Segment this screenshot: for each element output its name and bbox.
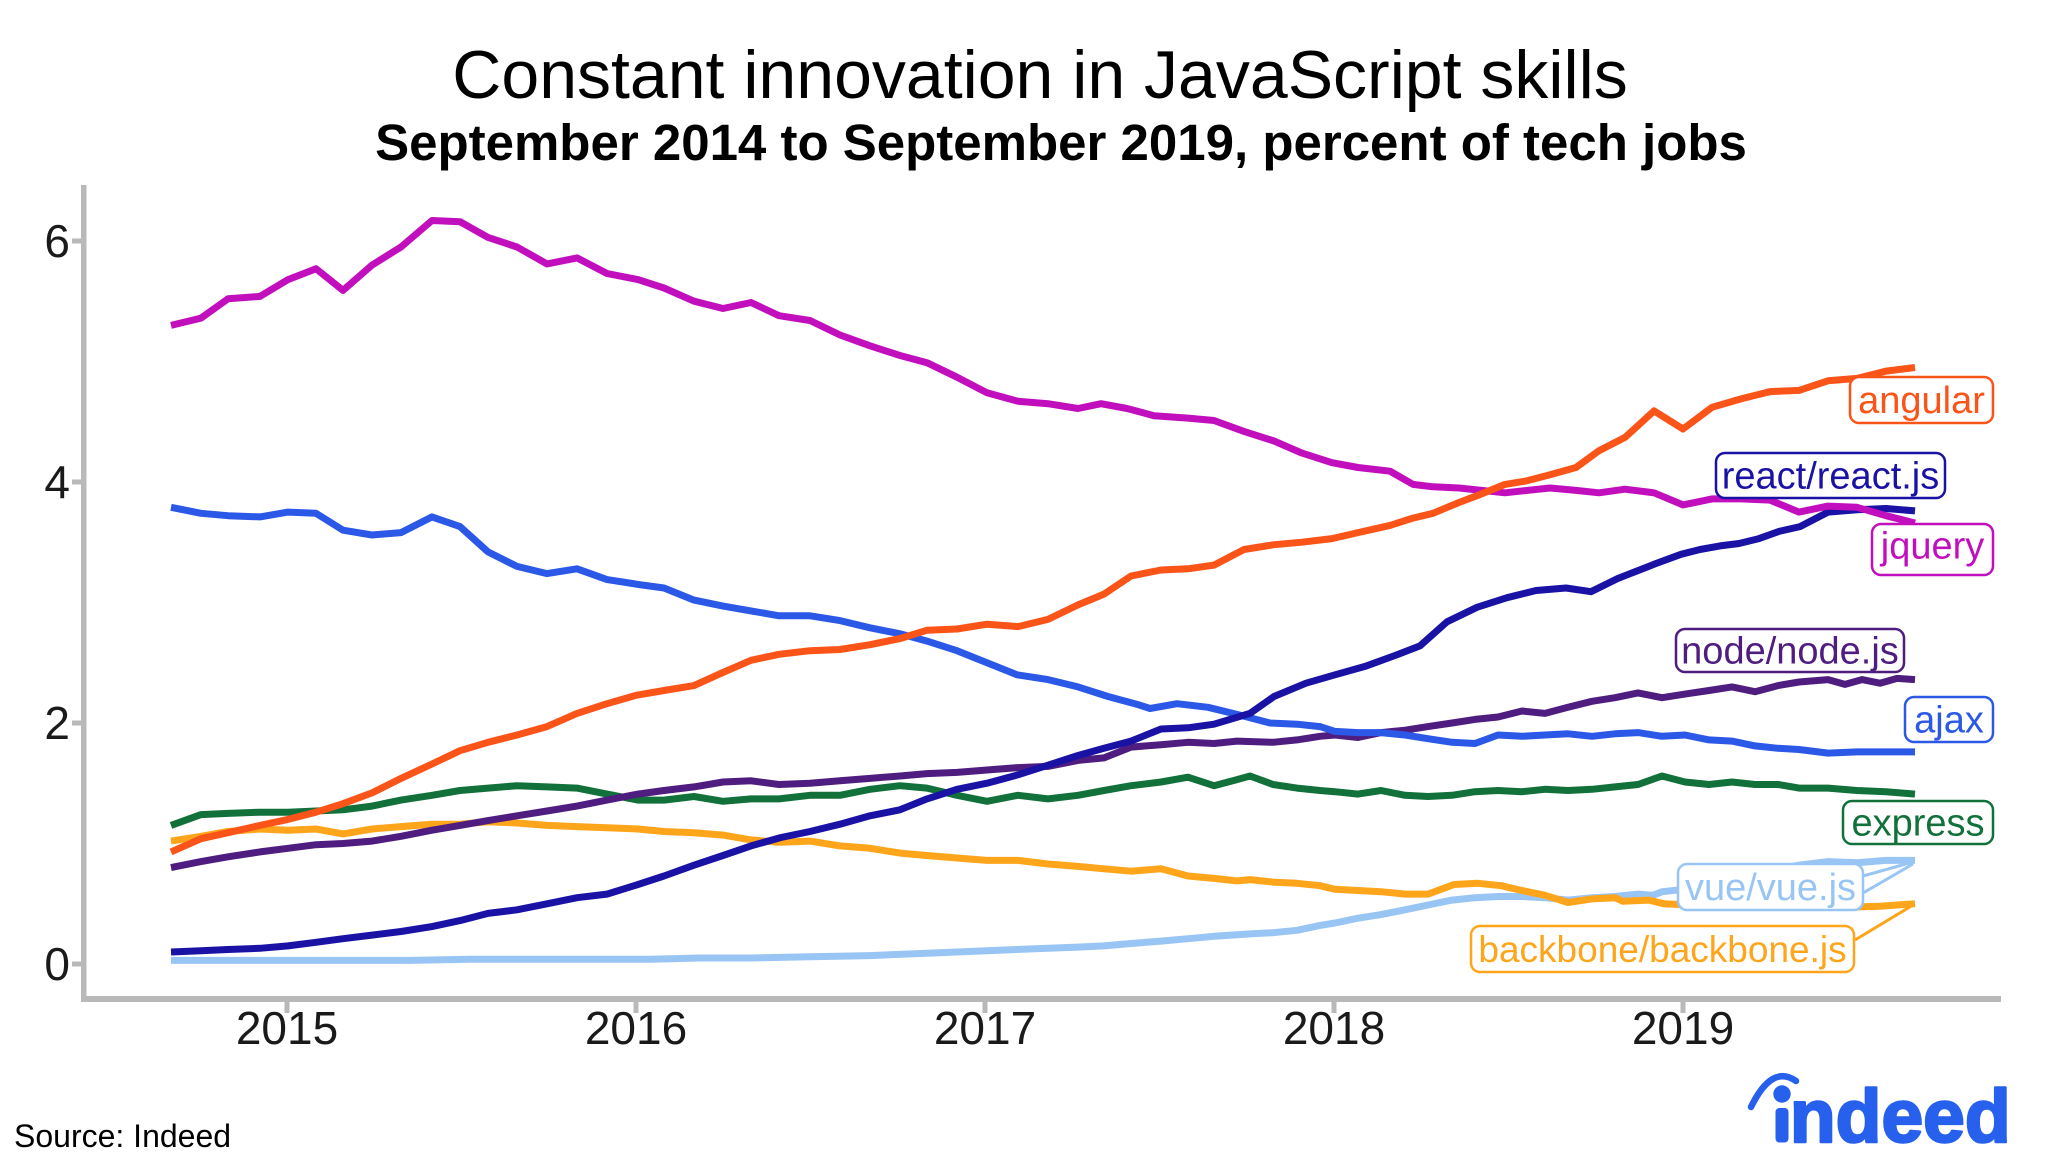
svg-text:Constant innovation in JavaScr: Constant innovation in JavaScript skills (452, 37, 1627, 113)
svg-text:indeed: indeed (1769, 1074, 2011, 1158)
svg-text:6: 6 (44, 215, 70, 267)
svg-text:2016: 2016 (585, 1002, 687, 1054)
svg-text:ajax: ajax (1914, 700, 1984, 742)
svg-text:2019: 2019 (1632, 1002, 1734, 1054)
svg-text:4: 4 (44, 456, 70, 508)
svg-text:jquery: jquery (1880, 526, 1985, 568)
svg-text:0: 0 (44, 938, 70, 990)
svg-text:express: express (1851, 803, 1984, 845)
svg-text:2015: 2015 (236, 1002, 338, 1054)
svg-text:react/react.js: react/react.js (1722, 456, 1940, 498)
svg-text:backbone/backbone.js: backbone/backbone.js (1478, 929, 1846, 970)
svg-text:vue/vue.js: vue/vue.js (1685, 867, 1856, 909)
svg-text:2018: 2018 (1283, 1002, 1385, 1054)
svg-text:Source: Indeed: Source: Indeed (14, 1118, 231, 1154)
svg-text:September 2014 to September 20: September 2014 to September 2019, percen… (375, 114, 1747, 171)
svg-text:2017: 2017 (934, 1002, 1036, 1054)
svg-text:angular: angular (1858, 380, 1985, 422)
svg-text:node/node.js: node/node.js (1681, 631, 1899, 673)
svg-text:2: 2 (44, 697, 70, 749)
